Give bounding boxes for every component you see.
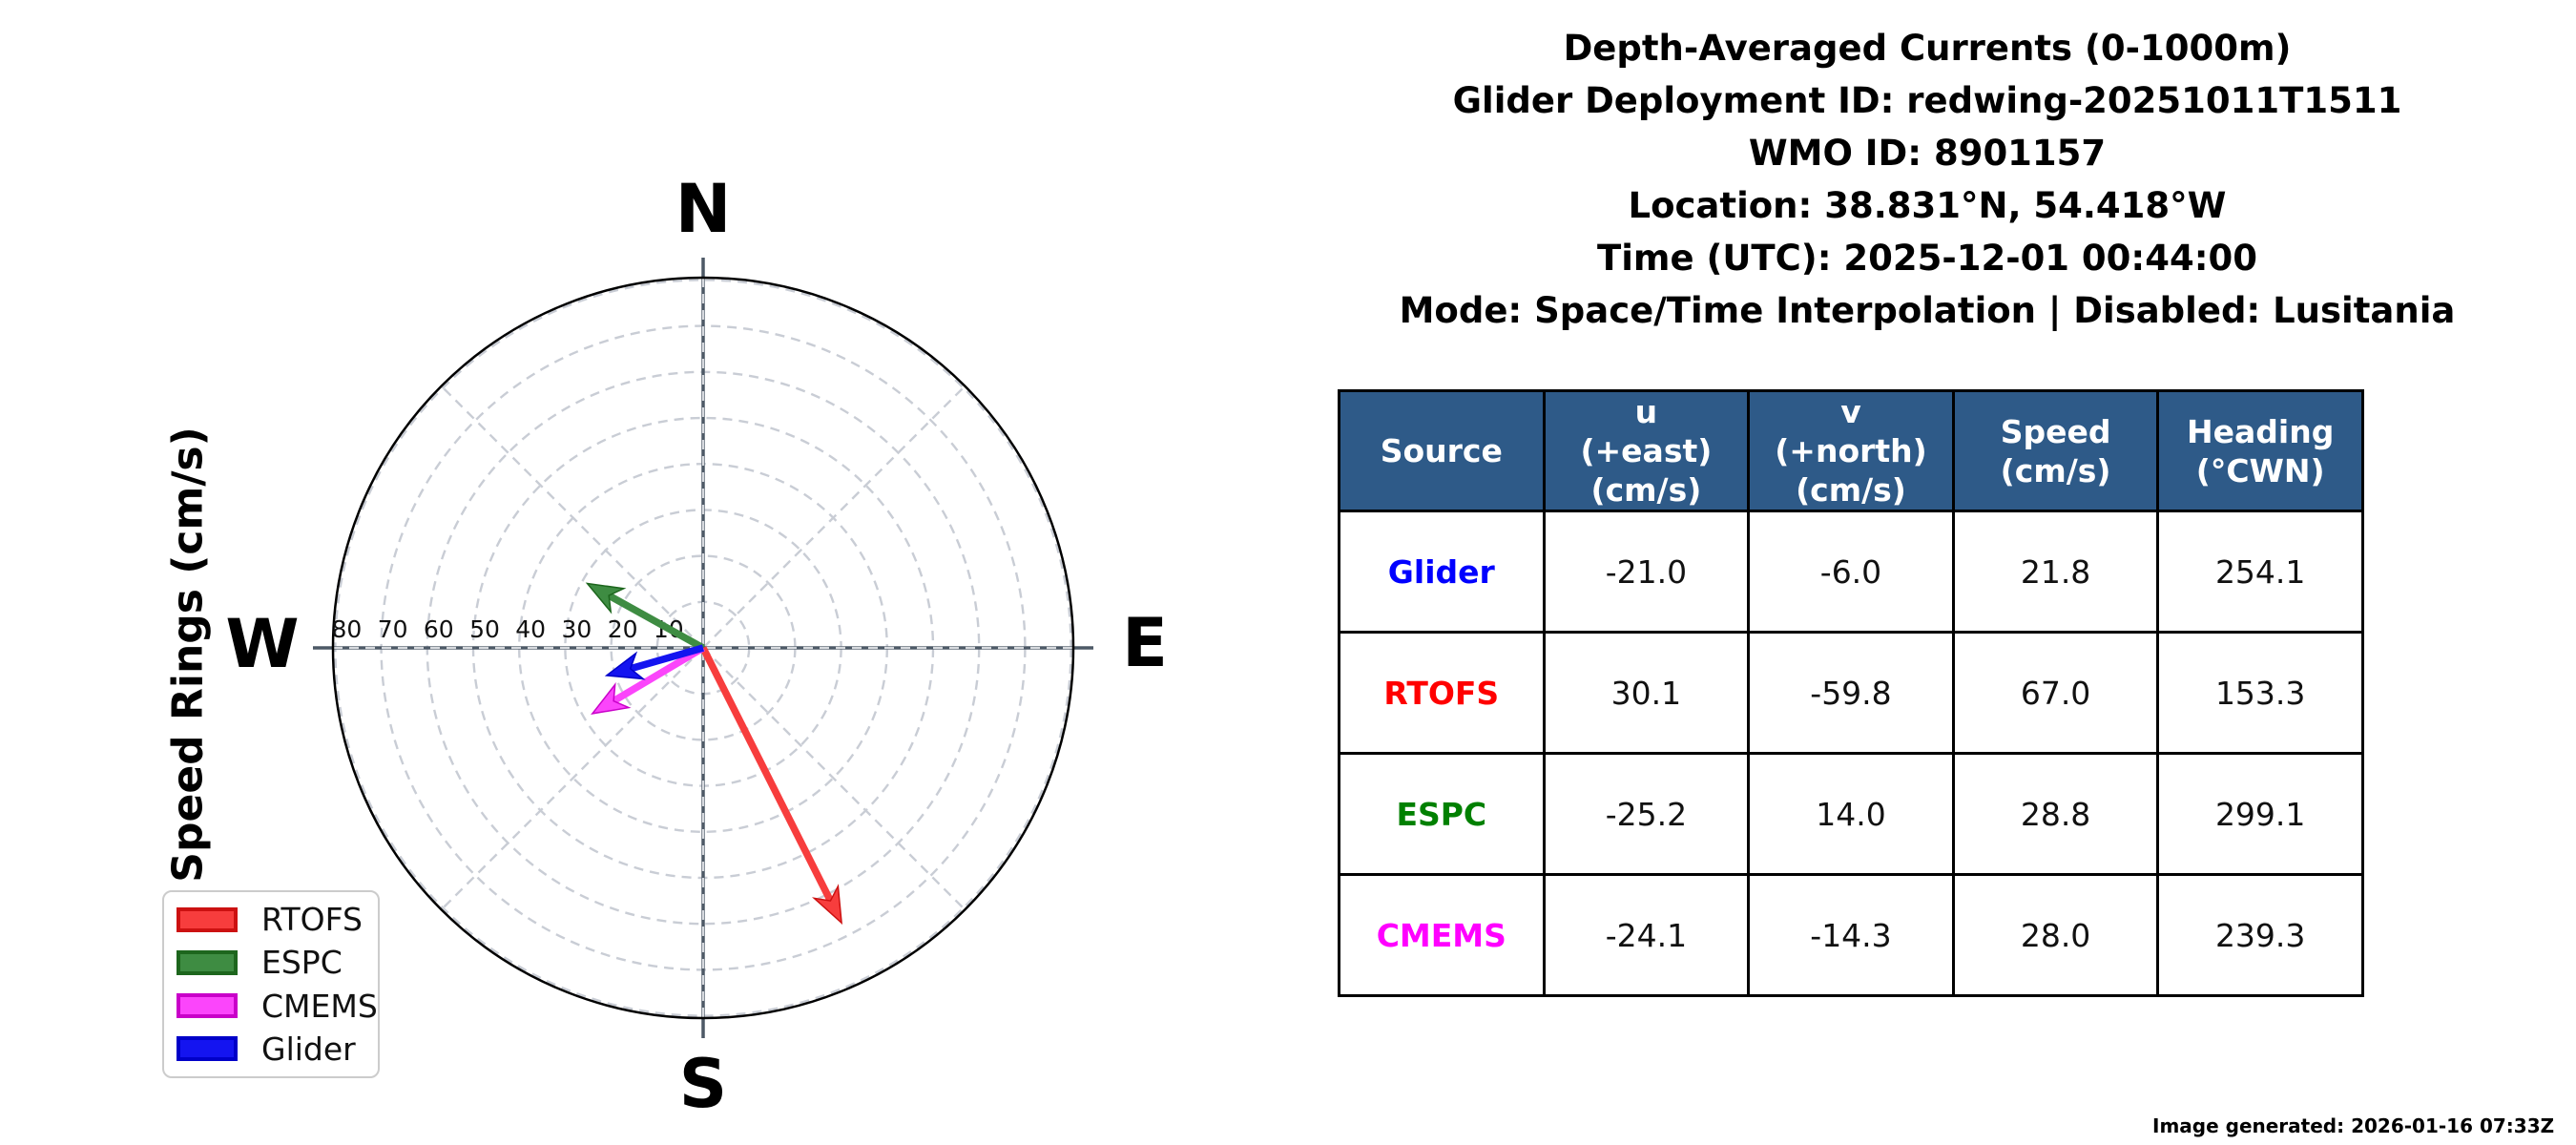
cmems-v: -14.3 [1747,873,1955,997]
time-line: Time (UTC): 2025-12-01 00:44:00 [1597,238,2257,279]
espc-swatch-icon [177,949,238,975]
glider-heading: 254.1 [2156,510,2364,634]
glider-u: -21.0 [1542,510,1751,634]
mode-line: Mode: Space/Time Interpolation | Disable… [1399,290,2456,331]
legend-item-cmems: CMEMS [164,990,378,1022]
legend-label-glider: Glider [261,1030,356,1068]
svg-text:30: 30 [561,615,592,643]
compass-east-label: E [1122,604,1168,682]
title-block: Depth-Averaged Currents (0-1000m) Glider… [1288,22,2566,337]
svg-text:70: 70 [378,615,408,643]
svg-text:60: 60 [424,615,454,643]
legend: RTOFS ESPC CMEMS Glider [162,890,380,1078]
compass-south-label: S [678,1045,728,1123]
table-row: RTOFS 30.1 -59.8 67.0 153.3 [1338,631,2364,755]
legend-label-espc: ESPC [261,944,343,982]
cmems-speed: 28.0 [1951,873,2160,997]
rtofs-heading: 153.3 [2156,631,2364,755]
rtofs-v: -59.8 [1747,631,1955,755]
svg-text:20: 20 [608,615,638,643]
generated-timestamp: Image generated: 2026-01-16 07:33Z [2152,1114,2555,1137]
table-row: ESPC -25.2 14.0 28.8 299.1 [1338,752,2364,876]
header-heading: Heading (°CWN) [2156,389,2364,512]
cmems-u: -24.1 [1542,873,1751,997]
espc-speed: 28.8 [1951,752,2160,876]
legend-item-rtofs: RTOFS [164,904,378,935]
table-header-row: Source u (+east) (cm/s) v (+north) (cm/s… [1338,389,2364,512]
compass-north-label: N [675,170,732,248]
legend-label-rtofs: RTOFS [261,901,364,939]
glider-swatch-icon [177,1036,238,1062]
legend-label-cmems: CMEMS [261,987,378,1025]
header-source: Source [1338,389,1546,512]
espc-u: -25.2 [1542,752,1751,876]
legend-item-espc: ESPC [164,947,378,978]
compass-west-label: W [225,605,300,683]
speed-rings-axis-label: Speed Rings (cm/s) [163,427,213,883]
source-cmems: CMEMS [1338,873,1546,997]
header-u: u (+east) (cm/s) [1542,389,1751,512]
source-espc: ESPC [1338,752,1546,876]
legend-item-glider: Glider [164,1033,378,1065]
espc-v: 14.0 [1747,752,1955,876]
header-speed: Speed (cm/s) [1951,389,2160,512]
svg-text:50: 50 [469,615,500,643]
rtofs-u: 30.1 [1542,631,1751,755]
table-row: CMEMS -24.1 -14.3 28.0 239.3 [1338,873,2364,997]
glider-v: -6.0 [1747,510,1955,634]
table-row: Glider -21.0 -6.0 21.8 254.1 [1338,510,2364,634]
cmems-heading: 239.3 [2156,873,2364,997]
rtofs-speed: 67.0 [1951,631,2160,755]
svg-text:80: 80 [331,615,362,643]
glider-speed: 21.8 [1951,510,2160,634]
espc-heading: 299.1 [2156,752,2364,876]
rtofs-swatch-icon [177,906,238,932]
deployment-id-line: Glider Deployment ID: redwing-20251011T1… [1452,80,2402,121]
location-line: Location: 38.831°N, 54.418°W [1628,185,2227,226]
currents-table: Source u (+east) (cm/s) v (+north) (cm/s… [1338,389,2364,997]
svg-text:40: 40 [515,615,546,643]
plot-title: Depth-Averaged Currents (0-1000m) [1563,28,2292,69]
polar-plot: 1020304050607080 [313,258,1093,1038]
wmo-id-line: WMO ID: 8901157 [1748,133,2107,174]
cmems-swatch-icon [177,993,238,1019]
source-rtofs: RTOFS [1338,631,1546,755]
header-v: v (+north) (cm/s) [1747,389,1955,512]
source-glider: Glider [1338,510,1546,634]
